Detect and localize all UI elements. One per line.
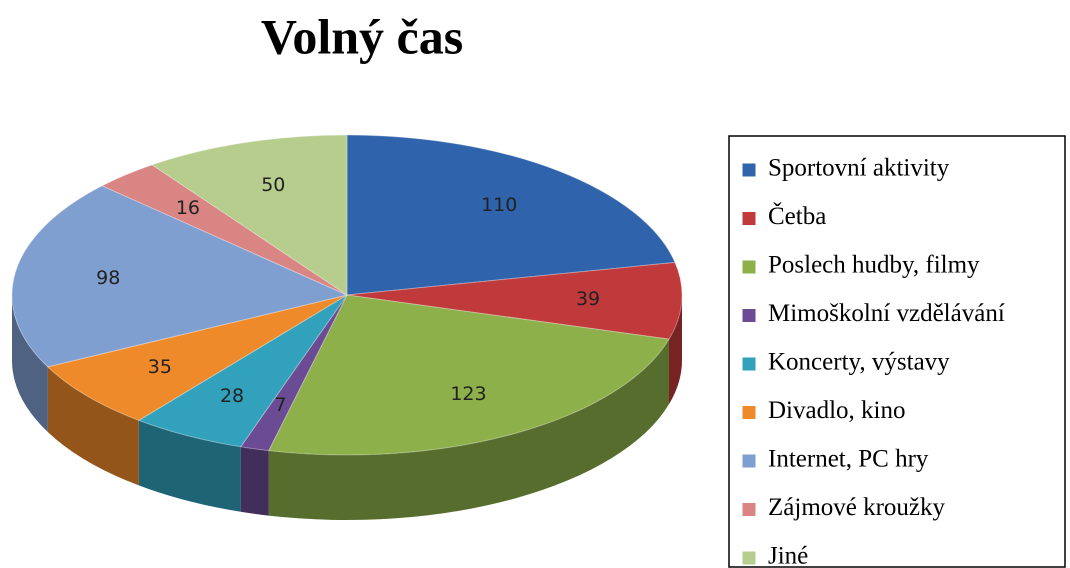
legend-label: Sportovní aktivity [768,155,950,182]
pie-side [240,446,269,516]
legend-swatch [741,308,757,323]
legend-swatch [741,453,757,469]
legend-label: Zájmové kroužky [768,494,946,521]
legend-swatch [741,211,757,226]
pie-slice [46,294,348,421]
pie-slice [137,294,348,448]
pie-side-shade [47,366,139,486]
legend-label: Divadlo, kino [768,397,906,424]
data-label: 16 [176,197,200,219]
data-label: 39 [576,288,600,310]
data-label: 123 [450,383,486,405]
pie-side-shade [11,295,48,432]
legend-swatch [741,356,757,372]
legend-label: Poslech hudby, filmy [768,252,980,279]
legend-label: Mimoškolní vzdělávání [768,300,1005,327]
pie-slice [101,164,348,296]
pie-slice [11,185,349,368]
data-label: 28 [220,385,244,407]
pie-side [669,295,682,405]
pie-side-shade [138,420,241,512]
legend-box [728,135,1066,568]
chart-title: Volný čas [261,8,463,64]
pie-side [138,420,241,512]
legend-label: Četba [768,202,826,230]
data-label: 98 [96,267,120,289]
legend-swatch [741,259,757,275]
pie-side [47,366,139,486]
data-label: 50 [261,174,285,196]
pie-side-shade [240,446,269,516]
pie-side [11,295,48,432]
data-label: 110 [481,194,517,216]
legend-label: Jiné [768,543,808,568]
legend-swatch [741,502,757,517]
data-label: 35 [148,356,172,378]
pie-side-shade [268,339,670,520]
legend-label: Internet, PC hry [768,446,929,473]
pie-side-shade [669,295,682,405]
pie-side [268,339,670,520]
data-label: 7 [274,394,286,416]
legend-swatch [741,162,757,178]
legend-label: Koncerty, výstavy [768,349,950,376]
legend-swatch [741,405,757,420]
pie-slice [346,261,683,340]
pie-slice [150,134,348,296]
pie-slice [267,294,670,456]
legend-swatch [741,550,757,566]
pie-slice [346,134,676,296]
pie-slice [239,294,348,452]
